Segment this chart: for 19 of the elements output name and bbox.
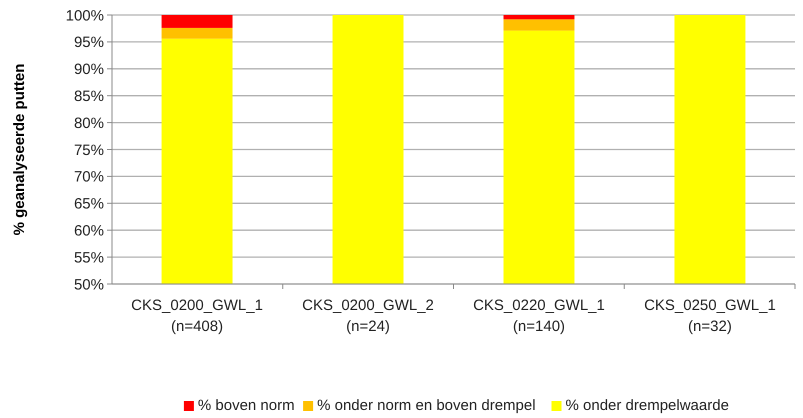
x-tick-label: CKS_0200_GWL_2 (n=24) [302,297,434,335]
x-tick-label: CKS_0220_GWL_1 (n=140) [473,297,605,335]
y-tick-label: 55% [74,249,104,266]
y-tick-label: 60% [74,222,104,240]
x-tick-label: CKS_0250_GWL_1 (n=32) [644,297,776,335]
y-tick-label: 85% [74,88,104,105]
y-tick-label: 50% [74,276,104,294]
legend-label: % onder norm en boven drempel [317,397,536,414]
y-tick-label: 80% [74,114,104,132]
y-tick-label: 75% [74,142,104,159]
y-tick-label: 100% [66,7,104,24]
x-tick-label: CKS_0200_GWL_1 (n=408) [131,297,263,335]
legend-label: % boven norm [198,397,295,414]
y-tick-label: 65% [74,196,104,213]
legend-label: % onder drempelwaarde [566,397,729,414]
y-axis-title: % geanalyseerde putten [11,64,28,236]
y-tick-label: 90% [74,61,104,78]
y-tick-label: 70% [74,168,104,186]
y-tick-label: 95% [74,34,104,52]
